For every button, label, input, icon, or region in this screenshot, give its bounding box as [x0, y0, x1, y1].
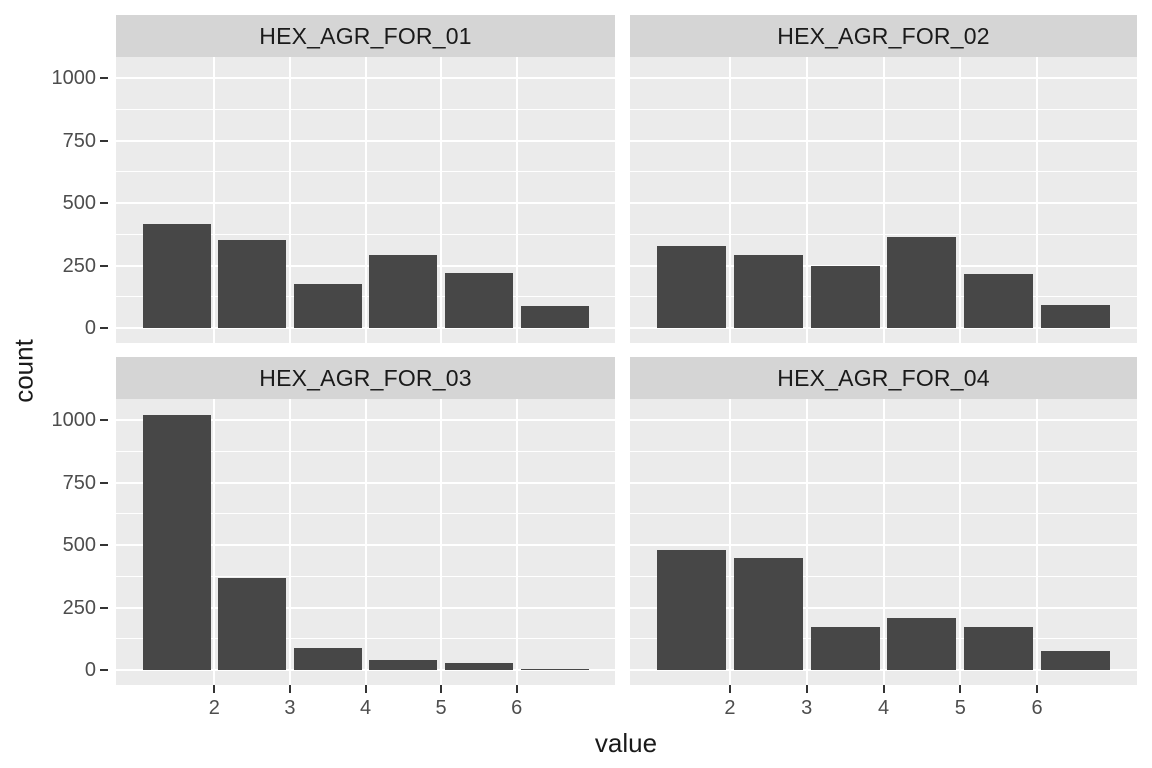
- y-tick-mark: [100, 481, 108, 484]
- histogram-bar: [444, 663, 513, 671]
- y-tick-label: 1000: [51, 409, 97, 431]
- y-tick-label: 1000: [51, 67, 97, 89]
- gridline-major: [882, 57, 885, 343]
- x-tick-mark: [440, 685, 443, 693]
- x-tick-mark: [364, 685, 367, 693]
- x-tick-label: 2: [724, 697, 736, 719]
- y-axis-title: count: [8, 339, 39, 403]
- y-tick-label: 250: [62, 254, 96, 277]
- y-tick-mark: [100, 606, 108, 609]
- x-tick-label: 6: [1031, 697, 1043, 719]
- gridline-major: [882, 399, 885, 685]
- histogram-bar: [964, 627, 1034, 670]
- histogram-bar: [218, 239, 287, 328]
- histogram-bar: [293, 283, 362, 329]
- x-tick-label: 5: [954, 697, 966, 719]
- gridline-major: [1036, 399, 1039, 685]
- y-tick-mark: [100, 544, 108, 546]
- gridline-major: [213, 399, 216, 685]
- gridline-major: [440, 399, 443, 685]
- y-tick-mark: [100, 327, 108, 329]
- x-tick-mark: [288, 685, 291, 693]
- x-tick-label: 2: [208, 697, 220, 719]
- y-tick-mark: [100, 419, 108, 421]
- histogram-bar: [887, 618, 957, 671]
- y-tick-label: 0: [84, 317, 96, 339]
- x-tick-mark: [882, 685, 885, 693]
- y-tick-label: 750: [62, 129, 96, 152]
- facet-panel: [116, 57, 615, 343]
- x-tick-mark: [959, 685, 962, 693]
- gridline-major: [364, 57, 367, 343]
- x-tick-mark: [728, 685, 731, 693]
- gridline-major: [728, 399, 731, 685]
- x-tick-label: 3: [284, 697, 296, 719]
- y-tick-label: 500: [62, 192, 96, 214]
- histogram-bar: [810, 626, 880, 671]
- histogram-bar: [887, 237, 957, 328]
- y-tick-label: 750: [62, 471, 96, 494]
- facet-strip: HEX_AGR_FOR_03: [116, 357, 615, 399]
- gridline-major: [364, 399, 367, 685]
- gridline-major: [515, 57, 518, 343]
- x-tick-label: 5: [435, 697, 447, 719]
- histogram-bar: [369, 660, 438, 670]
- gridline-major: [728, 57, 731, 343]
- gridline-major: [805, 57, 808, 343]
- histogram-bar: [520, 668, 589, 671]
- gridline-major: [213, 57, 216, 343]
- y-tick-label: 250: [62, 596, 96, 619]
- y-tick-label: 0: [84, 659, 96, 681]
- histogram-bar: [293, 648, 362, 671]
- x-tick-mark: [515, 685, 518, 693]
- x-tick-label: 6: [511, 697, 523, 719]
- histogram-bar: [1041, 650, 1111, 670]
- facet-strip: HEX_AGR_FOR_01: [116, 15, 615, 57]
- histogram-bar: [656, 245, 726, 328]
- x-tick-label: 3: [801, 697, 813, 719]
- histogram-bar: [964, 273, 1034, 329]
- histogram-bar: [369, 254, 438, 328]
- histogram-bar: [1041, 304, 1111, 329]
- gridline-major: [805, 399, 808, 685]
- y-tick-label: 500: [62, 534, 96, 556]
- gridline-major: [288, 57, 291, 343]
- histogram-bar: [733, 558, 803, 670]
- x-tick-mark: [213, 685, 216, 693]
- histogram-bar: [520, 305, 589, 328]
- histogram-bar: [656, 550, 726, 670]
- gridline-major: [1036, 57, 1039, 343]
- gridline-major: [959, 399, 962, 685]
- gridline-major: [959, 57, 962, 343]
- y-tick-mark: [100, 77, 108, 79]
- gridline-major: [515, 399, 518, 685]
- x-axis-title: value: [594, 728, 658, 758]
- facet-strip: HEX_AGR_FOR_04: [630, 357, 1137, 399]
- histogram-bar: [142, 224, 211, 329]
- gridline-major: [288, 399, 291, 685]
- x-tick-label: 4: [877, 697, 890, 719]
- histogram-bar: [810, 265, 880, 329]
- facet-strip-label: HEX_AGR_FOR_04: [777, 364, 990, 391]
- y-tick-mark: [100, 139, 108, 142]
- x-tick-mark: [805, 685, 808, 693]
- histogram-bar: [444, 272, 513, 329]
- histogram-bar: [218, 577, 287, 671]
- histogram-bar: [733, 254, 803, 328]
- gridline-major: [440, 57, 443, 343]
- facet-strip-label: HEX_AGR_FOR_03: [259, 364, 472, 391]
- facet-panel: [630, 399, 1137, 685]
- facet-strip-label: HEX_AGR_FOR_01: [259, 22, 472, 49]
- y-tick-mark: [100, 264, 108, 267]
- histogram-bar: [142, 415, 211, 670]
- facet-strip-label: HEX_AGR_FOR_02: [777, 22, 990, 49]
- facet-panel: [630, 57, 1137, 343]
- facet-strip: HEX_AGR_FOR_02: [630, 15, 1137, 57]
- x-tick-mark: [1036, 685, 1039, 693]
- x-tick-label: 4: [359, 697, 372, 719]
- y-tick-mark: [100, 202, 108, 204]
- y-tick-mark: [100, 669, 108, 671]
- facet-panel: [116, 399, 615, 685]
